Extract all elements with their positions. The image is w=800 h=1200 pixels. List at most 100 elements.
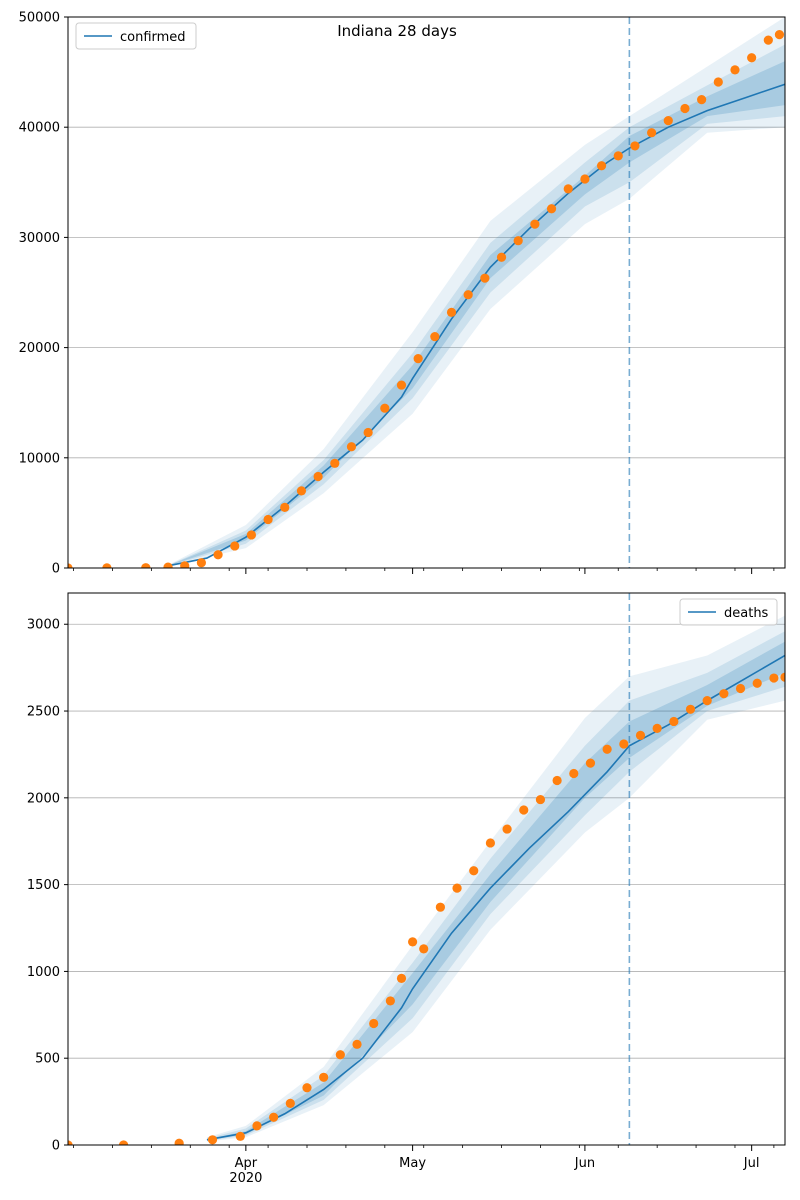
y-tick-label: 50000 bbox=[19, 11, 60, 26]
plot-area bbox=[68, 17, 785, 568]
observed-point bbox=[68, 1140, 73, 1145]
y-tick-label: 40000 bbox=[19, 121, 60, 136]
chart-confirmed: 0 10000 20000 30000 40000 50000 confirmed bbox=[19, 11, 786, 577]
y-tick-label: 20000 bbox=[19, 341, 60, 356]
y-tick-label: 0 bbox=[52, 562, 60, 577]
observed-point bbox=[469, 866, 479, 876]
confidence-band-outer bbox=[206, 615, 785, 1142]
legend-box bbox=[75, 22, 197, 50]
observed-point bbox=[702, 696, 712, 706]
observed-point bbox=[385, 996, 395, 1006]
observed-point bbox=[463, 290, 473, 300]
legend: deaths bbox=[679, 598, 778, 626]
y-tick-label: 0 bbox=[52, 1139, 60, 1154]
x-tick-label: Jul bbox=[743, 1156, 760, 1171]
observed-point bbox=[346, 442, 357, 452]
observed-point bbox=[752, 678, 762, 688]
plot-area bbox=[68, 593, 785, 1145]
observed-point bbox=[774, 30, 785, 40]
observed-point bbox=[569, 768, 579, 779]
observed-point bbox=[118, 1140, 129, 1145]
y-tick-label: 1500 bbox=[27, 878, 60, 893]
observed-point bbox=[519, 805, 529, 815]
observed-point bbox=[780, 672, 785, 682]
x-tick-label: Jun bbox=[574, 1156, 595, 1171]
observed-point bbox=[380, 403, 390, 413]
observed-point bbox=[535, 794, 546, 805]
observed-point bbox=[419, 944, 429, 954]
observed-point bbox=[302, 1083, 312, 1093]
observed-point bbox=[619, 739, 629, 749]
observed-point bbox=[697, 95, 707, 105]
observed-point bbox=[602, 744, 612, 754]
observed-point bbox=[763, 35, 773, 45]
observed-point bbox=[496, 252, 507, 262]
axes-frame bbox=[67, 16, 786, 569]
observed-point bbox=[335, 1050, 345, 1060]
y-tick-label: 10000 bbox=[19, 451, 60, 466]
legend-box bbox=[679, 598, 778, 626]
observed-point bbox=[713, 77, 723, 87]
observed-point bbox=[769, 673, 779, 683]
observed-point bbox=[596, 161, 607, 171]
observed-point bbox=[502, 824, 512, 834]
observed-point bbox=[585, 758, 596, 768]
observed-point bbox=[174, 1138, 184, 1145]
observed-point bbox=[630, 141, 640, 151]
observed-point bbox=[747, 53, 757, 63]
observed-point bbox=[196, 558, 206, 568]
observed-point bbox=[408, 937, 418, 947]
observed-point bbox=[252, 1121, 262, 1131]
observed-point bbox=[446, 307, 457, 317]
confidence-band-middle bbox=[206, 631, 785, 1141]
y-tick-label: 1000 bbox=[27, 965, 60, 980]
y-tick-label: 2500 bbox=[27, 705, 60, 720]
observed-point bbox=[352, 1039, 362, 1049]
confidence-band-inner bbox=[206, 641, 785, 1141]
observed-point bbox=[546, 204, 557, 214]
observed-point bbox=[613, 151, 623, 161]
observed-point bbox=[413, 354, 423, 364]
observed-point bbox=[563, 184, 573, 194]
observed-point bbox=[213, 550, 223, 560]
observed-point bbox=[230, 541, 240, 551]
observed-point bbox=[319, 1072, 329, 1082]
observed-point bbox=[369, 1018, 379, 1029]
observed-point bbox=[263, 514, 273, 525]
observed-point bbox=[647, 128, 657, 138]
observed-point bbox=[68, 563, 73, 568]
x-tick-label: May bbox=[399, 1156, 426, 1171]
observed-point bbox=[452, 883, 462, 893]
observed-point bbox=[580, 174, 590, 184]
observed-point bbox=[235, 1131, 245, 1141]
y-tick-label: 500 bbox=[35, 1052, 60, 1067]
observed-point bbox=[663, 115, 673, 126]
observed-point bbox=[680, 103, 690, 114]
confidence-band-inner bbox=[168, 61, 785, 566]
observed-point bbox=[102, 563, 112, 568]
observed-point bbox=[296, 486, 307, 496]
observed-point bbox=[285, 1098, 295, 1108]
observed-point bbox=[735, 683, 746, 694]
y-tick-label: 2000 bbox=[27, 791, 60, 806]
series-line-deaths bbox=[206, 654, 785, 1141]
confidence-band-outer bbox=[168, 17, 785, 567]
observed-point bbox=[363, 427, 373, 438]
observed-point bbox=[669, 716, 679, 727]
observed-point bbox=[330, 458, 340, 468]
x-tick-label: Apr bbox=[235, 1156, 258, 1171]
legend: confirmed bbox=[75, 22, 197, 50]
y-tick-label: 30000 bbox=[19, 231, 60, 246]
observed-point bbox=[396, 973, 407, 983]
legend-label: confirmed bbox=[120, 30, 186, 45]
observed-point bbox=[430, 331, 440, 342]
figure-title: Indiana 28 days bbox=[337, 22, 457, 40]
observed-point bbox=[396, 380, 407, 390]
axes-frame bbox=[67, 592, 786, 1146]
observed-point bbox=[246, 530, 257, 540]
observed-point bbox=[180, 561, 190, 568]
observed-point bbox=[730, 65, 740, 75]
y-tick-label: 3000 bbox=[27, 618, 60, 633]
observed-point bbox=[280, 502, 290, 512]
